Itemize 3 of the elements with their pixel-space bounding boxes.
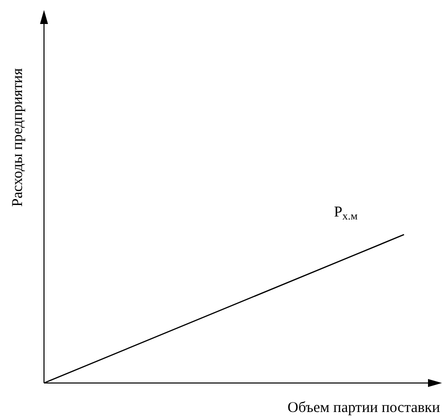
- x-axis-title: Объем партии поставки: [288, 400, 440, 416]
- series-label: Р$_{х.м}$: [334, 204, 358, 223]
- y-axis-title: Расходы предприятия: [10, 68, 26, 207]
